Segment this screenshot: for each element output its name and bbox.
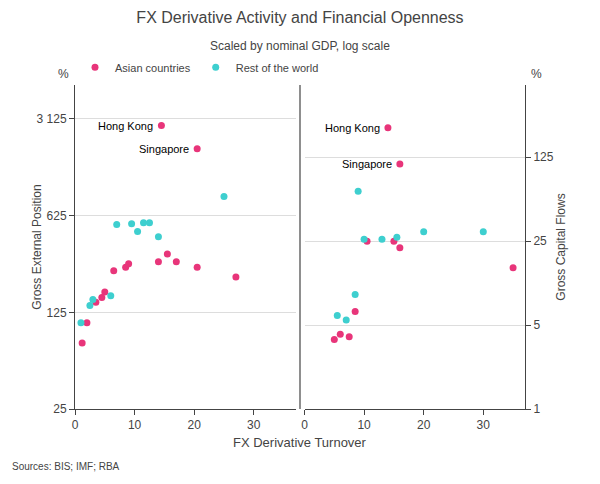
- svg-text:FX Derivative Turnover: FX Derivative Turnover: [233, 435, 367, 450]
- svg-text:0: 0: [72, 418, 79, 432]
- svg-text:30: 30: [477, 418, 491, 432]
- svg-text:1: 1: [533, 402, 540, 416]
- svg-text:Hong Kong: Hong Kong: [325, 122, 380, 134]
- svg-text:Sources: BIS; IMF; RBA: Sources: BIS; IMF; RBA: [12, 461, 120, 472]
- svg-text:Hong Kong: Hong Kong: [98, 120, 153, 132]
- svg-text:10: 10: [357, 418, 371, 432]
- svg-text:5: 5: [533, 318, 540, 332]
- svg-text:Rest of the world: Rest of the world: [236, 62, 319, 74]
- svg-text:625: 625: [47, 209, 67, 223]
- svg-text:25: 25: [53, 402, 67, 416]
- svg-text:20: 20: [417, 418, 431, 432]
- svg-text:25: 25: [533, 234, 547, 248]
- svg-text:125: 125: [47, 306, 67, 320]
- svg-text:0: 0: [301, 418, 308, 432]
- svg-text:%: %: [531, 67, 542, 81]
- svg-text:Gross Capital Flows: Gross Capital Flows: [554, 193, 568, 300]
- svg-text:%: %: [58, 67, 69, 81]
- svg-text:Gross External Position: Gross External Position: [30, 184, 44, 309]
- svg-text:FX Derivative Activity and Fin: FX Derivative Activity and Financial Ope…: [136, 9, 463, 26]
- svg-text:Scaled by nominal GDP, log sca: Scaled by nominal GDP, log scale: [210, 39, 390, 53]
- svg-text:30: 30: [247, 418, 261, 432]
- svg-text:Singapore: Singapore: [139, 143, 189, 155]
- svg-text:Asian countries: Asian countries: [115, 62, 191, 74]
- svg-text:Singapore: Singapore: [342, 158, 392, 170]
- svg-text:125: 125: [533, 150, 553, 164]
- svg-text:10: 10: [128, 418, 142, 432]
- svg-text:20: 20: [188, 418, 202, 432]
- svg-text:3 125: 3 125: [37, 112, 67, 126]
